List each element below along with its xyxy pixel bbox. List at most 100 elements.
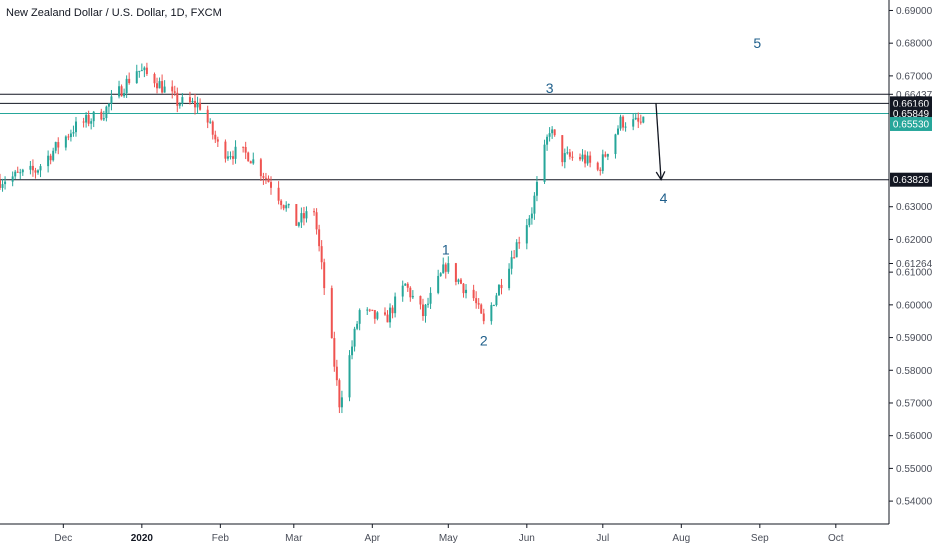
candle <box>411 290 414 300</box>
candle <box>138 70 141 78</box>
candle <box>551 126 554 139</box>
candle-body <box>305 211 308 219</box>
candle <box>214 130 217 143</box>
x-tick-label: Jul <box>596 533 609 544</box>
candle <box>247 151 250 162</box>
candle-body <box>287 204 290 206</box>
candle <box>475 291 478 309</box>
candle <box>105 105 108 122</box>
candle-body <box>561 135 564 163</box>
candle <box>295 204 298 226</box>
candle <box>389 303 392 328</box>
candle-body <box>52 150 55 161</box>
candle-body <box>632 119 635 127</box>
candle-body <box>419 295 422 305</box>
candle-body <box>226 156 229 159</box>
candle-body <box>394 296 397 314</box>
candle <box>315 208 318 235</box>
y-tick-label: 0.59000 <box>896 333 932 344</box>
candle-body <box>508 268 511 289</box>
candle <box>74 116 77 137</box>
candle <box>153 72 156 88</box>
candle <box>224 139 227 163</box>
candle-body <box>454 263 457 282</box>
candle-body <box>216 139 219 142</box>
candle <box>533 192 536 220</box>
candle-body <box>492 305 495 307</box>
candle <box>57 137 60 155</box>
candle <box>548 127 551 142</box>
candle-body <box>411 295 414 298</box>
candle-body <box>439 273 442 276</box>
candle-body <box>19 172 22 174</box>
candle-body <box>173 91 176 93</box>
candle-body <box>297 222 300 226</box>
arrow-shaft <box>655 103 662 180</box>
candle <box>447 256 450 274</box>
candle-body <box>465 289 468 294</box>
candle-body <box>579 157 582 160</box>
candle <box>586 151 589 166</box>
candle <box>330 285 333 339</box>
y-tick-label: 0.68000 <box>896 39 932 50</box>
candle <box>454 262 457 286</box>
candle <box>176 87 179 113</box>
candle <box>619 114 622 131</box>
candle <box>318 224 321 252</box>
candle-body <box>67 136 70 138</box>
candle-body <box>348 355 351 398</box>
candle-body <box>581 154 584 160</box>
candle-body <box>424 304 427 317</box>
candle <box>535 176 538 202</box>
candle <box>102 110 105 122</box>
wave-label-4: 4 <box>660 190 668 206</box>
x-tick-label: Dec <box>54 533 72 544</box>
candle-body <box>459 279 462 284</box>
candle-body <box>280 200 283 206</box>
y-tick-label: 0.57000 <box>896 398 932 409</box>
candle-body <box>622 116 625 128</box>
candle-body <box>87 114 90 124</box>
candle <box>561 134 564 167</box>
candle-body <box>252 159 255 164</box>
price-axis[interactable]: 0.69000 0.68000 0.67000 0.66437 0.63000 0.620… <box>888 0 932 524</box>
candle-body <box>69 133 72 138</box>
candle <box>333 331 336 372</box>
candle <box>353 326 356 352</box>
candle-body <box>614 134 617 155</box>
candle <box>482 308 485 325</box>
candle <box>409 286 412 302</box>
candle-body <box>277 187 280 201</box>
candle <box>383 307 386 316</box>
candle <box>614 133 617 159</box>
candle <box>36 169 39 175</box>
candle-body <box>171 86 174 92</box>
candle-body <box>143 67 146 71</box>
candle-body <box>320 246 323 263</box>
y-tick-label: 0.58000 <box>896 366 932 377</box>
candle <box>199 98 202 111</box>
candle <box>525 218 528 250</box>
candle <box>52 147 55 162</box>
candle-body <box>47 155 50 167</box>
candle-body <box>604 154 607 157</box>
time-axis[interactable]: Dec 2020 Feb Mar Apr May Jun Jul Aug Sep Oct <box>0 523 889 544</box>
candle-body <box>642 116 645 123</box>
candle <box>173 85 176 96</box>
candle-body <box>482 313 485 322</box>
candle-body <box>110 96 113 104</box>
candle <box>262 172 265 185</box>
candle <box>145 62 148 76</box>
candle <box>566 146 569 155</box>
candle <box>297 221 300 228</box>
price-badge: 0.65530 <box>890 116 932 131</box>
candle <box>622 115 625 131</box>
candle <box>477 298 480 309</box>
candle <box>161 74 164 94</box>
candle-body <box>358 310 361 324</box>
candle-body <box>457 279 460 282</box>
y-tick-label: 0.54000 <box>896 497 932 508</box>
candle-body <box>589 155 592 163</box>
candle-body <box>211 121 214 135</box>
